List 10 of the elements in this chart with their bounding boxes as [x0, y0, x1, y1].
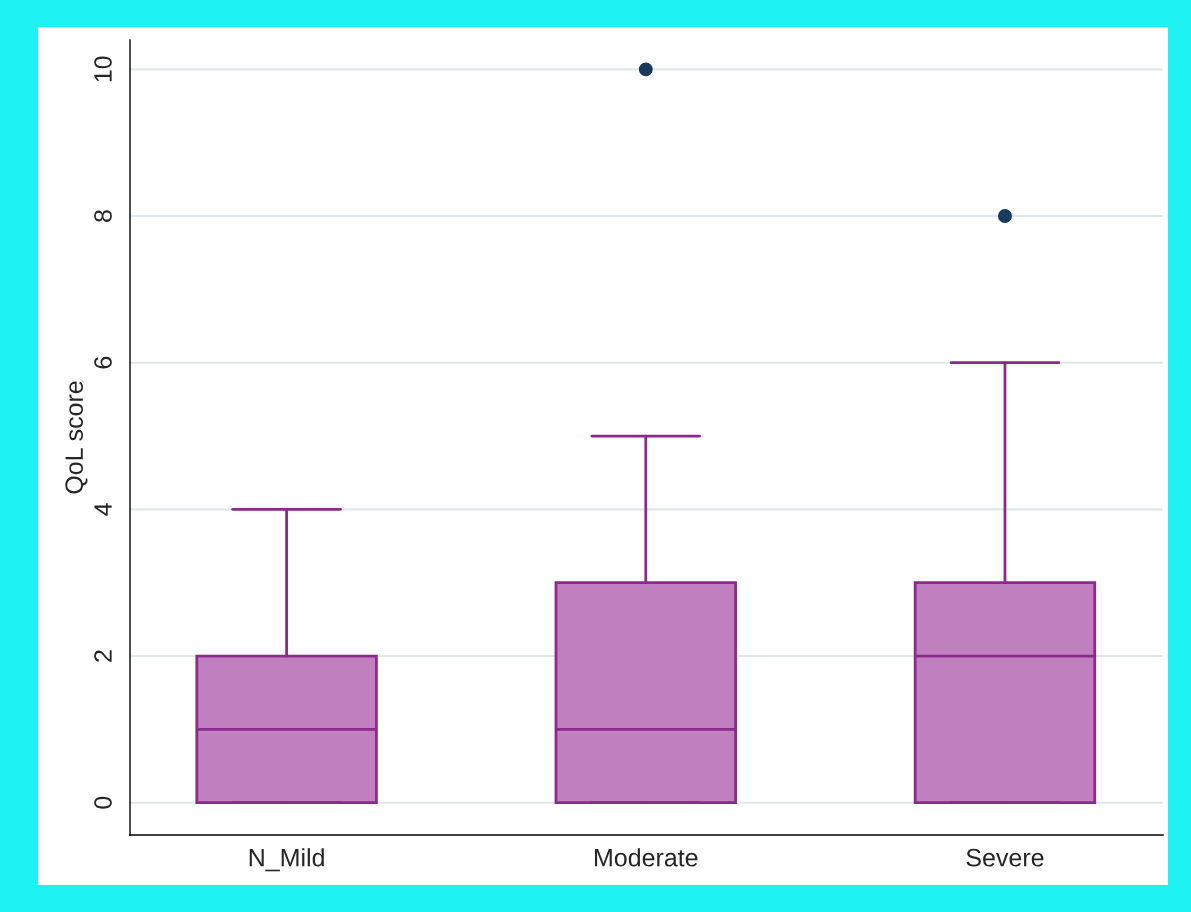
x-tick-label: N_Mild	[249, 848, 324, 872]
x-tick-label: Moderate	[595, 848, 698, 867]
y-tick-label: 8	[94, 210, 112, 222]
y-tick-label: 0	[94, 796, 112, 809]
x-tick-label: Severe	[966, 848, 1044, 867]
y-tick-label: 10	[94, 56, 112, 82]
y-axis-title: QoL score	[65, 381, 88, 494]
y-tick-label: 6	[94, 356, 112, 369]
y-tick-label: 4	[94, 503, 112, 516]
y-tick-label: 2	[94, 650, 112, 662]
